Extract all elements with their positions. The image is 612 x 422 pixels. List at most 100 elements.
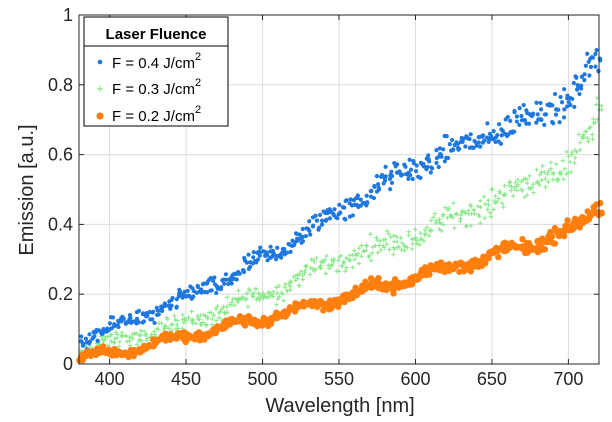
data-point: [599, 103, 604, 108]
data-point: [569, 149, 575, 155]
data-point: [432, 211, 438, 216]
data-point: [230, 296, 235, 302]
data-point: [128, 315, 133, 320]
data-point: [498, 190, 503, 196]
data-point: [534, 100, 539, 105]
data-point: [395, 162, 400, 167]
data-point: [548, 166, 554, 171]
data-point: [418, 175, 423, 180]
data-point: [426, 153, 431, 158]
data-point: [585, 51, 590, 56]
data-point: [376, 187, 382, 192]
data-point: [205, 279, 210, 285]
data-point: [95, 338, 100, 344]
data-point: [551, 121, 556, 126]
data-point: [359, 243, 364, 248]
data-point: [144, 338, 150, 343]
data-point: [576, 132, 582, 137]
y-tick-label: 0.6: [48, 145, 73, 165]
data-point: [389, 173, 395, 179]
data-point: [251, 250, 256, 255]
data-point: [409, 246, 415, 252]
data-point: [481, 194, 487, 199]
data-point: [561, 177, 566, 182]
data-point: [114, 335, 120, 341]
data-point: [562, 107, 567, 112]
data-point: [225, 310, 230, 315]
data-point: [408, 173, 413, 178]
data-point: [367, 253, 372, 258]
data-point: [594, 48, 599, 53]
data-point: [313, 267, 318, 272]
data-point: [274, 291, 280, 296]
data-point: [396, 244, 402, 249]
data-point: [218, 309, 223, 314]
data-point: [597, 199, 604, 207]
data-point: [519, 113, 524, 119]
data-point: [572, 104, 577, 110]
data-point: [491, 128, 496, 134]
data-point: [582, 72, 587, 77]
legend-entry-f04: F = 0.4 J/cm2: [97, 51, 201, 72]
data-point: [352, 257, 358, 262]
data-point: [356, 251, 361, 256]
data-point: [514, 114, 520, 119]
data-point: [197, 317, 202, 322]
data-point: [583, 63, 588, 68]
data-point: [507, 180, 512, 185]
data-point: [215, 304, 220, 309]
data-point: [410, 241, 415, 247]
data-point: [376, 182, 381, 187]
data-point: [383, 286, 390, 294]
data-point: [324, 217, 329, 222]
data-point: [424, 167, 429, 172]
data-point: [543, 176, 548, 182]
data-point: [387, 247, 392, 252]
data-point: [365, 200, 370, 205]
data-point: [210, 316, 215, 322]
legend-label-f03: F = 0.3 J/cm2: [112, 77, 201, 98]
data-point: [447, 142, 452, 147]
data-point: [389, 180, 395, 185]
data-point: [110, 315, 116, 320]
data-point: [324, 253, 329, 259]
data-point: [251, 290, 257, 296]
data-point: [406, 176, 411, 182]
data-point: [342, 205, 347, 210]
data-point: [331, 256, 337, 262]
data-point: [500, 128, 505, 134]
data-point: [543, 185, 548, 190]
data-point: [223, 272, 229, 277]
data-point: [524, 177, 530, 182]
data-point: [448, 212, 454, 218]
data-point: [559, 227, 566, 235]
data-point: [199, 322, 204, 327]
data-point: [181, 320, 187, 326]
data-point: [310, 224, 316, 229]
data-point: [371, 195, 377, 201]
data-point: [180, 326, 185, 331]
data-point: [303, 267, 308, 273]
data-point: [195, 314, 200, 319]
data-point: [199, 290, 204, 295]
data-point: [463, 210, 468, 216]
data-point: [507, 179, 513, 185]
data-point: [344, 255, 349, 261]
data-point: [591, 116, 596, 122]
data-point: [530, 112, 535, 118]
data-point: [485, 207, 490, 212]
data-point: [438, 151, 443, 157]
data-point: [575, 83, 580, 88]
data-point: [374, 174, 379, 179]
data-point: [329, 263, 334, 268]
data-point: [211, 278, 216, 284]
data-point: [336, 269, 341, 274]
data-point: [265, 253, 270, 258]
data-point: [559, 100, 565, 105]
data-point: [257, 253, 262, 258]
data-point: [279, 290, 284, 295]
data-point: [572, 147, 578, 153]
data-point: [105, 334, 110, 339]
data-point: [558, 94, 563, 100]
data-point: [331, 211, 336, 217]
